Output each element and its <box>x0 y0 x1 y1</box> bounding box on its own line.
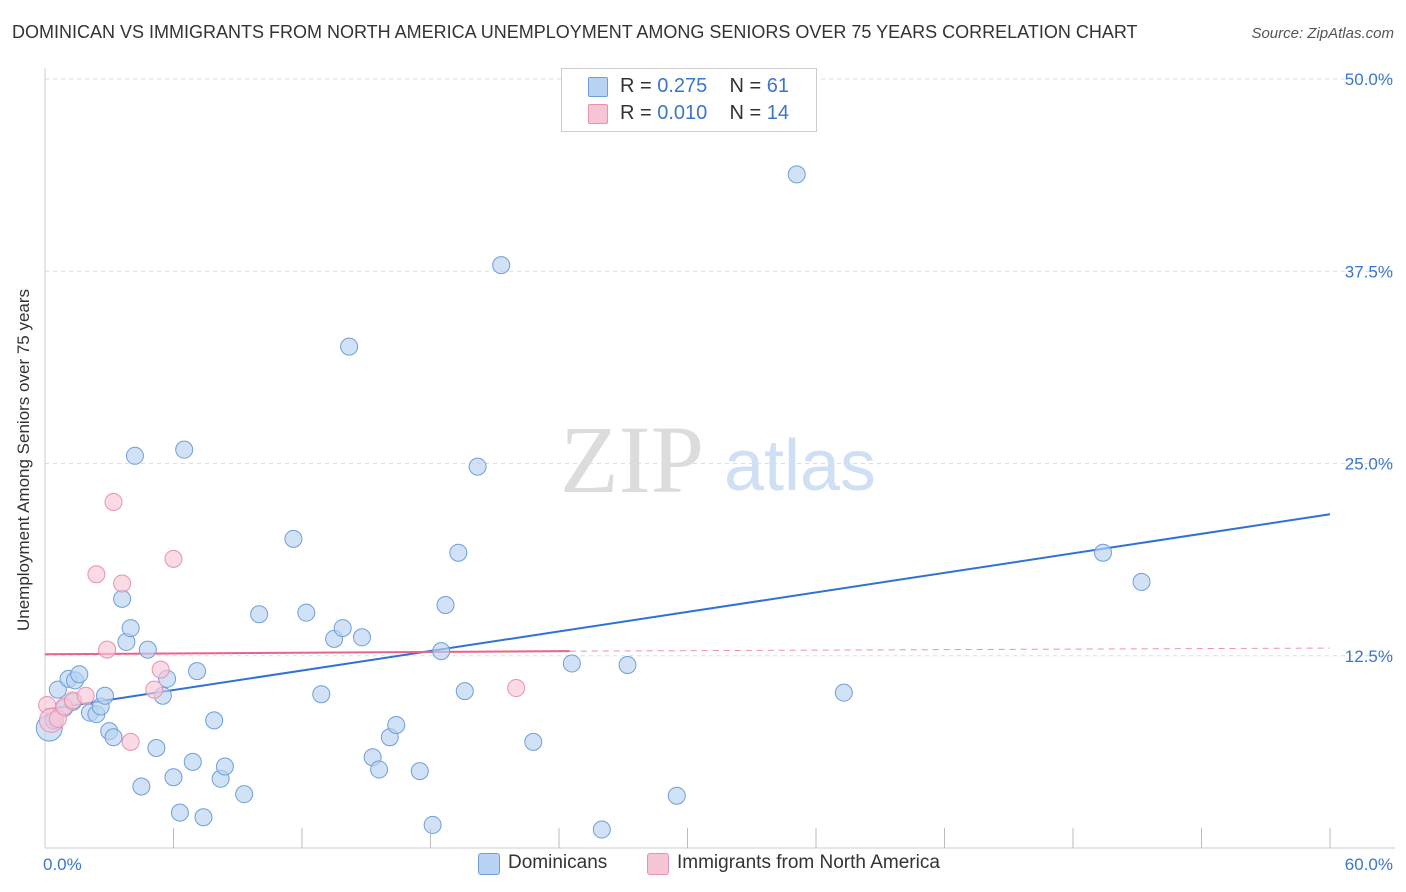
dominicans-point <box>235 785 254 804</box>
immigrants-point <box>507 679 526 698</box>
immigrants-point <box>104 492 123 511</box>
dominicans-point <box>147 739 166 758</box>
dominicans-point <box>164 768 183 787</box>
stats-legend: R = 0.275 N = 61 R = 0.010 N = 14 <box>561 68 817 132</box>
dominicans-point <box>284 529 303 548</box>
dominicans-point <box>468 457 487 476</box>
dominicans-point <box>175 440 194 459</box>
source-label: Source: ZipAtlas.com <box>1251 25 1394 42</box>
pink-swatch-icon <box>647 853 669 875</box>
stats-text: R = 0.010 N = 14 <box>620 102 789 125</box>
dominicans-point <box>592 820 611 839</box>
dominicans-point <box>333 619 352 638</box>
immigrants-point <box>76 686 95 705</box>
immigrants-point <box>113 574 132 593</box>
r-label: R = <box>620 75 658 97</box>
y-tick-label: 12.5% <box>1345 647 1393 666</box>
n-label: N = <box>729 75 767 97</box>
trend-lines <box>44 513 1331 711</box>
r-value: 0.275 <box>657 75 708 97</box>
x-tick-label: 0.0% <box>43 855 82 874</box>
gridlines <box>45 78 1395 657</box>
immigrants-point <box>145 680 164 699</box>
data-points <box>35 165 1151 839</box>
y-tick-label: 37.5% <box>1345 262 1393 281</box>
dominicans-point <box>387 715 406 734</box>
dominicans-point <box>436 595 455 614</box>
dominicans-point <box>455 682 474 701</box>
r-value: 0.010 <box>657 102 708 124</box>
immigrants-trend-extension <box>569 647 1331 652</box>
chart-title: DOMINICAN VS IMMIGRANTS FROM NORTH AMERI… <box>12 22 1138 42</box>
dominicans-point <box>113 589 132 608</box>
dominicans-point <box>1093 543 1112 562</box>
dominicans-point <box>205 711 224 730</box>
dominicans-point <box>524 732 543 751</box>
r-label: R = <box>620 102 658 124</box>
dominicans-point <box>432 642 451 661</box>
dominicans-point <box>183 752 202 771</box>
dominicans-point <box>121 619 140 638</box>
stats-text: R = 0.275 N = 61 <box>620 75 789 98</box>
legend-label: Immigrants from North America <box>677 852 940 873</box>
dominicans-point <box>618 655 637 674</box>
y-axis-label: Unemployment Among Seniors over 75 years <box>14 288 33 632</box>
watermark-atlas: atlas <box>724 426 876 506</box>
dominicans-trend-line <box>44 513 1331 711</box>
dominicans-point <box>449 543 468 562</box>
dominicans-point <box>787 165 806 184</box>
legend-label: Dominicans <box>508 852 608 873</box>
n-value: 14 <box>766 102 790 124</box>
dominicans-point <box>834 683 853 702</box>
dominicans-point <box>423 815 442 834</box>
immigrants-point <box>98 640 117 659</box>
dominicans-point <box>492 256 511 275</box>
dominicans-point <box>1132 572 1151 591</box>
dominicans-point <box>370 760 389 779</box>
dominicans-point <box>132 777 151 796</box>
x-tick-label: 60.0% <box>1345 855 1393 874</box>
n-value: 61 <box>766 75 790 97</box>
blue-swatch-icon <box>588 77 608 97</box>
dominicans-point <box>188 662 207 681</box>
dominicans-point <box>562 654 581 673</box>
dominicans-point <box>340 337 359 356</box>
tick-labels: 12.5% 25.0% 37.5% 50.0% 0.0% 60.0% <box>43 70 1393 874</box>
dominicans-point <box>125 446 144 465</box>
dominicans-point <box>667 786 686 805</box>
immigrants-point <box>151 660 170 679</box>
blue-swatch-icon <box>478 853 500 875</box>
dominicans-point <box>352 628 371 647</box>
dominicans-point <box>104 728 123 747</box>
dominicans-point <box>312 685 331 704</box>
immigrants-point <box>87 565 106 584</box>
watermark-zip: ZIP <box>560 406 704 513</box>
n-label: N = <box>729 102 767 124</box>
dominicans-point <box>48 680 67 699</box>
dominicans-point <box>170 803 189 822</box>
dominicans-point <box>95 686 114 705</box>
immigrants-trend-line <box>44 650 570 656</box>
immigrants-point <box>121 732 140 751</box>
dominicans-point <box>410 762 429 781</box>
immigrants-point <box>164 549 183 568</box>
dominicans-point <box>250 605 269 624</box>
axes <box>44 68 1395 849</box>
y-tick-label: 50.0% <box>1345 70 1393 89</box>
dominicans-point <box>70 665 89 684</box>
dominicans-point <box>215 757 234 776</box>
watermark: ZIP atlas <box>560 406 876 513</box>
pink-swatch-icon <box>588 104 608 124</box>
dominicans-point <box>138 640 157 659</box>
y-axis-label-wrap: Unemployment Among Seniors over 75 years <box>12 260 36 660</box>
y-tick-label: 25.0% <box>1345 455 1393 474</box>
dominicans-point <box>194 808 213 827</box>
dominicans-point <box>297 603 316 622</box>
